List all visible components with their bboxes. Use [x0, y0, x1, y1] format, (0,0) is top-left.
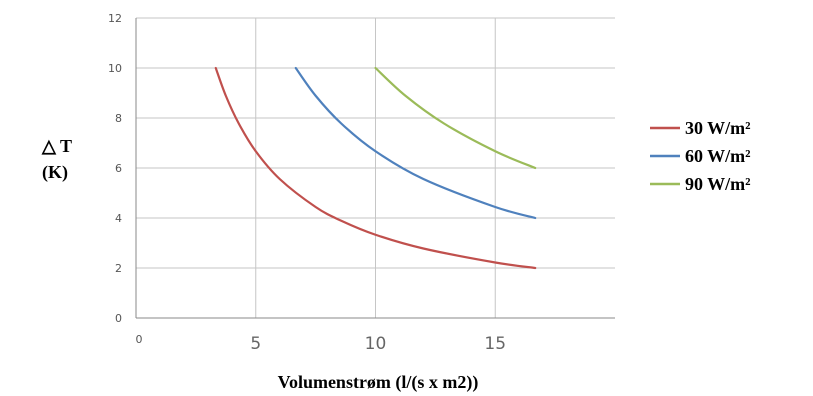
series-line-1 [214, 66, 537, 270]
y-tick-label: 10 [108, 62, 122, 75]
y-tick-label: 12 [108, 12, 122, 25]
y-axis-title-unit: (K) [42, 162, 68, 183]
grid [136, 17, 615, 318]
legend-item: 30 W/m² [650, 118, 751, 138]
series-lines [214, 66, 537, 270]
y-tick-label: 2 [115, 262, 122, 275]
legend-label: 30 W/m² [685, 118, 751, 138]
x-tick-label: 5 [250, 334, 261, 354]
legend-item: 60 W/m² [650, 146, 751, 166]
series-line-3 [374, 66, 537, 170]
x-axis-title: Volumenstrøm (l/(s x m2)) [278, 372, 479, 393]
x-tick-label: 15 [484, 334, 506, 354]
y-axis-title: △ T (K) [41, 136, 72, 183]
axes [135, 18, 615, 319]
y-tick-labels: 0 2 4 6 8 10 12 [108, 12, 122, 325]
y-tick-label: 6 [115, 162, 122, 175]
legend-label: 60 W/m² [685, 146, 751, 166]
x-tick-label: 0 [136, 333, 143, 346]
legend-label: 90 W/m² [685, 174, 751, 194]
series-line-2 [294, 66, 537, 220]
x-tick-label: 10 [365, 334, 387, 354]
y-tick-label: 8 [115, 112, 122, 125]
y-axis-title-symbol: △ T [41, 136, 72, 156]
y-tick-label: 0 [115, 312, 122, 325]
x-tick-labels: 0 5 10 15 [136, 333, 507, 354]
legend: 30 W/m² 60 W/m² 90 W/m² [650, 118, 751, 194]
legend-item: 90 W/m² [650, 174, 751, 194]
y-tick-label: 4 [115, 212, 122, 225]
